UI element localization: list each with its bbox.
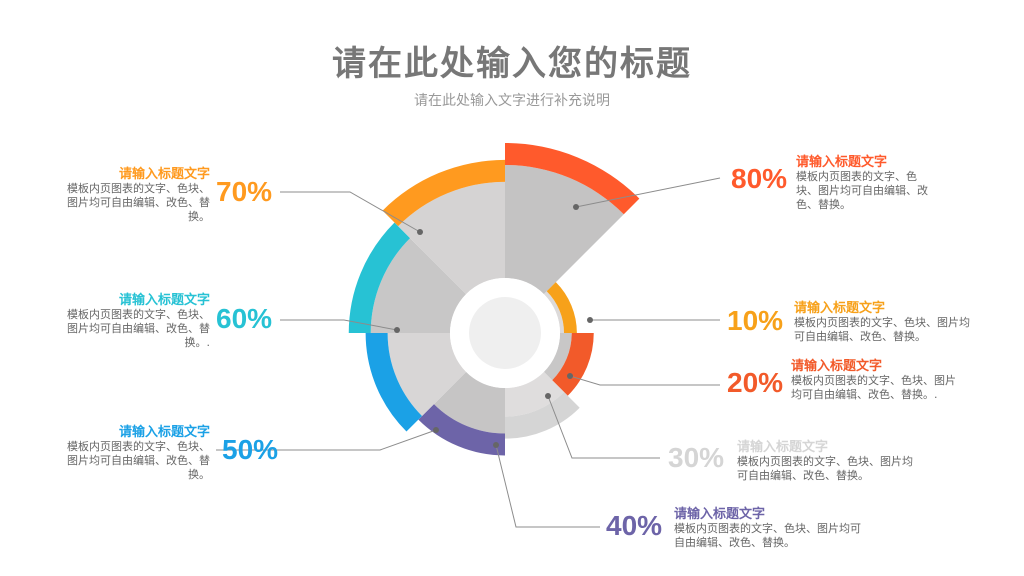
leader-line xyxy=(280,319,398,331)
sector-body xyxy=(543,291,564,333)
leader-line xyxy=(280,191,421,233)
value-label-80: 80% xyxy=(731,163,788,194)
sector-band xyxy=(365,333,423,432)
legend-item-10: 请输入标题文字 模板内页图表的文字、色块、图片均可自由编辑、改色、替换。 xyxy=(794,297,979,344)
legend-item-40: 请输入标题文字 模板内页图表的文字、色块、图片均可自由编辑、改色、替换。 xyxy=(674,503,864,550)
center-disc xyxy=(469,297,541,369)
legend-desc: 模板内页图表的文字、色块、图片均可自由编辑、改色、替换。. xyxy=(67,308,210,349)
value-label-60: 60% xyxy=(216,303,273,334)
legend-item-30: 请输入标题文字 模板内页图表的文字、色块、图片均可自由编辑、改色、替换。 xyxy=(737,436,922,483)
page-subtitle: 请在此处输入文字进行补充说明 xyxy=(414,93,610,109)
sector-80% xyxy=(505,143,640,295)
value-label-50: 50% xyxy=(222,434,279,465)
legend-item-20: 请输入标题文字 模板内页图表的文字、色块、图片均可自由编辑、改色、替换。. xyxy=(791,355,956,402)
legend-title: 请输入标题文字 xyxy=(118,293,210,308)
legend-title: 请输入标题文字 xyxy=(791,359,883,374)
leader-dot xyxy=(493,442,499,448)
leader-line xyxy=(547,395,660,459)
sector-20% xyxy=(543,333,594,396)
leader-dot xyxy=(417,229,423,235)
sector-band xyxy=(505,143,640,215)
legend-desc: 模板内页图表的文字、色块、图片均可自由编辑、改色、替换。 xyxy=(737,455,913,482)
sector-band xyxy=(348,222,411,333)
sector-band xyxy=(505,392,580,439)
value-label-70: 70% xyxy=(216,176,273,207)
legend-title: 请输入标题文字 xyxy=(674,507,766,522)
leader-dot xyxy=(394,327,400,333)
sector-body xyxy=(543,333,572,381)
sector-band xyxy=(552,333,594,396)
legend-desc: 模板内页图表的文字、色块、图片均可自由编辑、改色、替换。 xyxy=(796,170,928,211)
leader-dot xyxy=(573,204,579,210)
sector-60% xyxy=(348,222,467,333)
legend-desc: 模板内页图表的文字、色块、图片均可自由编辑、改色、替换。 xyxy=(67,440,210,481)
value-label-30: 30% xyxy=(668,442,725,473)
sector-body xyxy=(387,333,467,416)
sector-body xyxy=(398,181,505,295)
legend-title: 请输入标题文字 xyxy=(118,425,210,440)
sector-30% xyxy=(505,371,580,439)
legend-item-70: 请输入标题文字 模板内页图表的文字、色块、图片均可自由编辑、改色、替换。 xyxy=(58,163,210,224)
leader-line xyxy=(495,444,600,528)
value-label-10: 10% xyxy=(727,305,784,336)
leader-line xyxy=(216,429,437,451)
legend-title: 请输入标题文字 xyxy=(796,155,888,170)
leader-dot xyxy=(545,393,551,399)
leader-dot xyxy=(433,427,439,433)
sector-body xyxy=(433,371,505,434)
sector-body xyxy=(505,371,565,417)
sector-band xyxy=(418,404,505,456)
leader-line xyxy=(575,177,721,208)
legend-desc: 模板内页图表的文字、色块、图片均可自由编辑、改色、替换。 xyxy=(674,522,861,549)
sector-body xyxy=(370,238,467,333)
legend-item-80: 请输入标题文字 模板内页图表的文字、色块、图片均可自由编辑、改色、替换。 xyxy=(796,151,936,212)
legend-title: 请输入标题文字 xyxy=(118,167,210,182)
legend-title: 请输入标题文字 xyxy=(794,301,886,316)
sector-70% xyxy=(382,159,505,295)
sector-10% xyxy=(543,282,577,333)
page-title: 请在此处输入您的标题 xyxy=(332,44,692,84)
legend-desc: 模板内页图表的文字、色块、图片均可自由编辑、改色、替换。 xyxy=(67,182,210,223)
value-label-20: 20% xyxy=(727,367,784,398)
legend-item-60: 请输入标题文字 模板内页图表的文字、色块、图片均可自由编辑、改色、替换。. xyxy=(58,289,210,350)
leader-line xyxy=(569,375,720,386)
sector-band xyxy=(546,282,577,333)
leader-dot xyxy=(587,317,593,323)
sector-band xyxy=(382,159,505,227)
leader-dot xyxy=(567,373,573,379)
sector-body xyxy=(505,165,624,295)
legend-title: 请输入标题文字 xyxy=(737,440,829,455)
value-label-40: 40% xyxy=(606,510,663,541)
legend-item-50: 请输入标题文字 模板内页图表的文字、色块、图片均可自由编辑、改色、替换。 xyxy=(58,421,210,482)
sector-50% xyxy=(365,333,467,432)
legend-desc: 模板内页图表的文字、色块、图片均可自由编辑、改色、替换。. xyxy=(791,374,956,401)
sector-40% xyxy=(418,371,505,456)
legend-desc: 模板内页图表的文字、色块、图片均可自由编辑、改色、替换。 xyxy=(794,316,970,343)
